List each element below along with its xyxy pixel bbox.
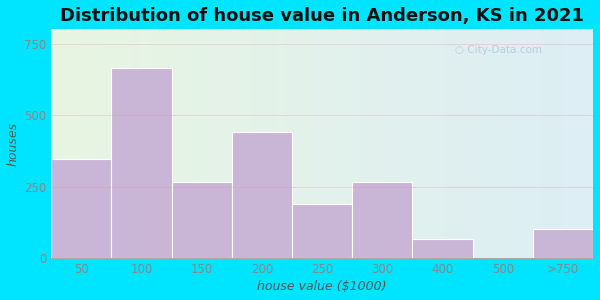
Bar	[112, 68, 172, 258]
Bar	[232, 132, 292, 258]
Bar	[352, 182, 412, 258]
Y-axis label: houses: houses	[7, 122, 20, 166]
Title: Distribution of house value in Anderson, KS in 2021: Distribution of house value in Anderson,…	[60, 7, 584, 25]
X-axis label: house value ($1000): house value ($1000)	[257, 280, 387, 293]
Text: ○ City-Data.com: ○ City-Data.com	[455, 45, 542, 55]
Bar	[533, 230, 593, 258]
Bar	[172, 182, 232, 258]
Bar	[412, 239, 473, 258]
Bar	[292, 204, 352, 258]
Bar	[51, 159, 112, 258]
